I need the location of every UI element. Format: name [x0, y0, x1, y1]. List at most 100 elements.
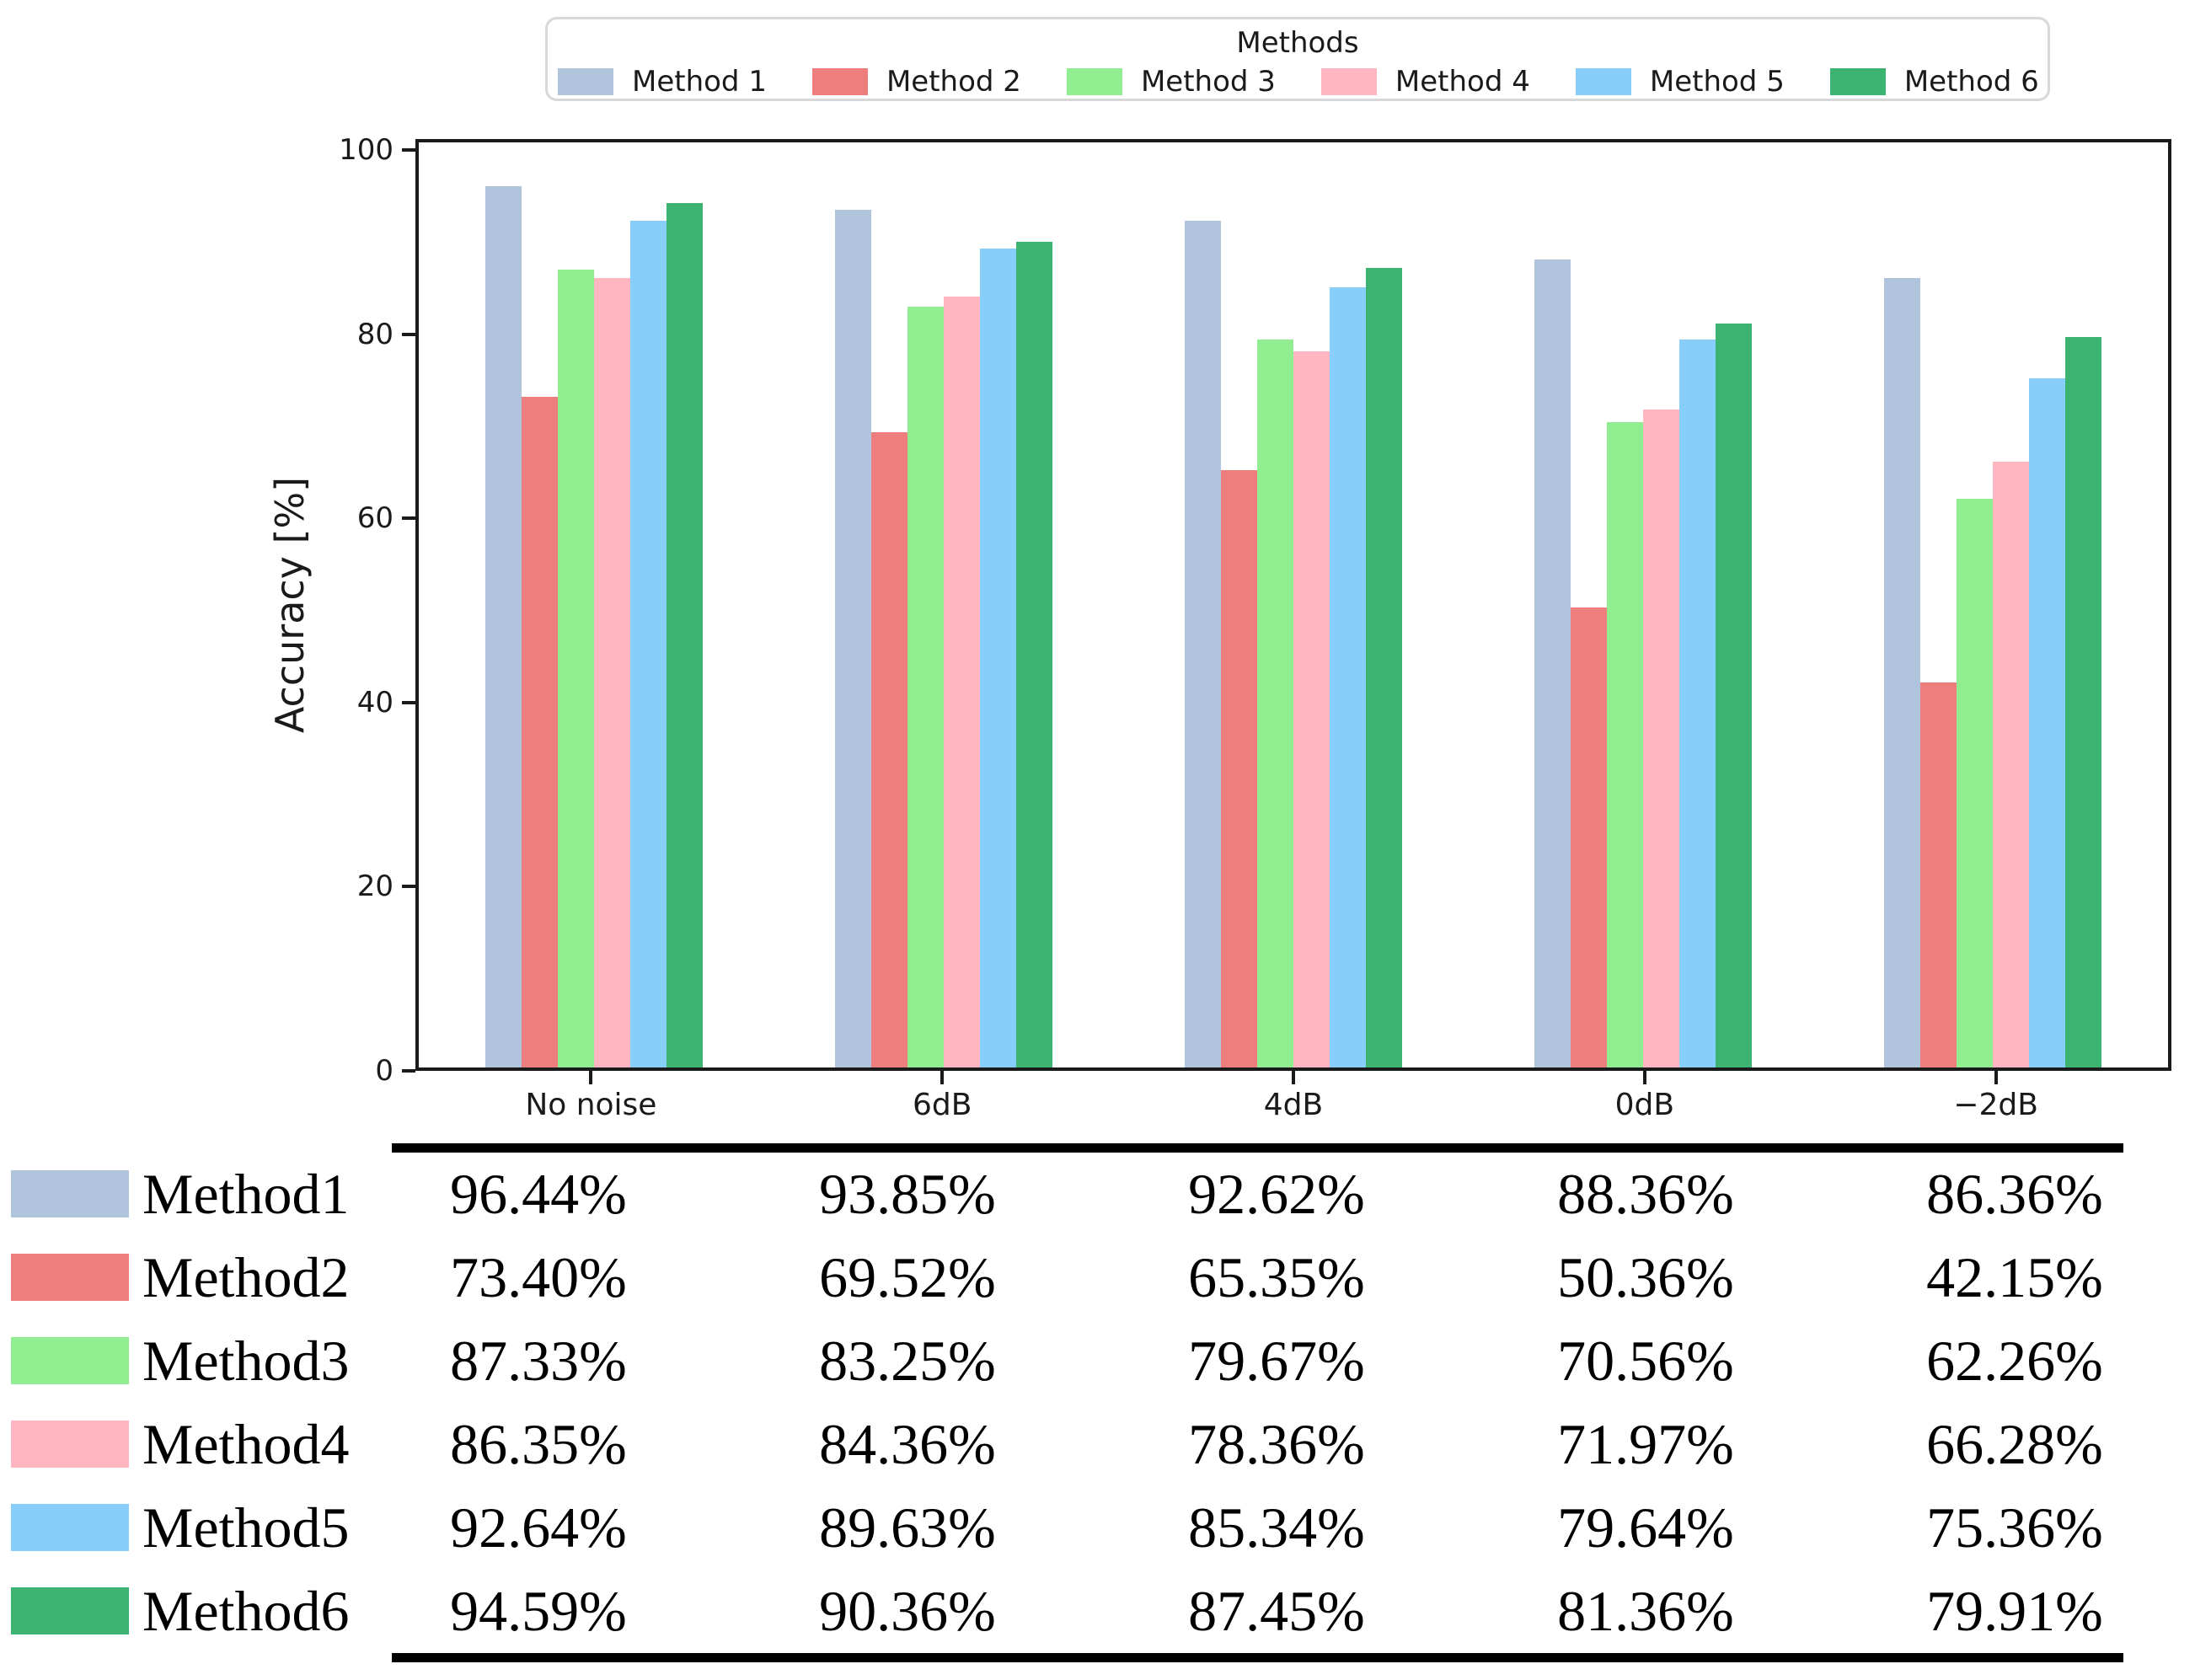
- legend-swatch: [811, 68, 868, 95]
- y-tick-label: 0: [375, 1054, 393, 1088]
- bar-group: [1818, 142, 2168, 1067]
- y-tick: [402, 332, 415, 336]
- row-values: 86.35% 84.36% 78.36% 71.97% 66.28%: [354, 1403, 2195, 1486]
- bar: [1330, 287, 1366, 1067]
- x-tick: [940, 1071, 945, 1084]
- legend-item: Method 5: [1575, 65, 1785, 99]
- legend-item-label: Method 3: [1140, 65, 1276, 99]
- row-label: Method4: [142, 1412, 350, 1476]
- legend-swatch: [1066, 68, 1122, 95]
- bar-group: [419, 142, 768, 1067]
- cell-value: 89.63%: [819, 1495, 996, 1560]
- x-axis: No noise 6dB 4dB 0dB −2dB: [415, 1071, 2171, 1180]
- bar: [1534, 259, 1571, 1067]
- cell-value: 87.45%: [1188, 1579, 1365, 1643]
- y-tick-label: 80: [356, 317, 393, 351]
- plot-area: [415, 139, 2171, 1071]
- bar: [2029, 378, 2066, 1067]
- x-tick: [1292, 1071, 1295, 1084]
- legend-swatch: [1320, 68, 1377, 95]
- bar: [2065, 337, 2102, 1067]
- row-label: Method2: [142, 1245, 350, 1309]
- bar: [870, 431, 907, 1067]
- legend-swatch: [558, 68, 613, 95]
- row-label: Method1: [142, 1162, 350, 1226]
- cell-value: 66.28%: [1926, 1412, 2103, 1476]
- row-color-swatch: [11, 1504, 129, 1551]
- legend-swatch: [1829, 68, 1886, 95]
- cell-value: 79.67%: [1188, 1329, 1365, 1393]
- bar: [1185, 221, 1221, 1067]
- x-tick-label: −2dB: [1953, 1088, 2038, 1122]
- legend-swatch: [1575, 68, 1631, 95]
- x-tick-label: 0dB: [1614, 1088, 1675, 1122]
- row-label: Method6: [142, 1579, 350, 1643]
- bar-group: [768, 142, 1118, 1067]
- row-color-swatch: [11, 1254, 129, 1301]
- cell-value: 71.97%: [1557, 1412, 1734, 1476]
- cell-value: 86.36%: [1926, 1162, 2103, 1226]
- cell-value: 94.59%: [450, 1579, 627, 1643]
- y-tick: [402, 885, 415, 889]
- legend-item: Method 4: [1320, 65, 1530, 99]
- cell-value: 42.15%: [1926, 1245, 2103, 1309]
- cell-value: 65.35%: [1188, 1245, 1365, 1309]
- bar: [1293, 350, 1330, 1067]
- bar: [485, 185, 522, 1067]
- bar: [1920, 682, 1957, 1067]
- row-color-swatch: [11, 1587, 129, 1635]
- bar: [943, 296, 980, 1067]
- cell-value: 83.25%: [819, 1329, 996, 1393]
- bar: [1884, 278, 1921, 1067]
- cell-value: 79.91%: [1926, 1579, 2103, 1643]
- x-tick-label: 4dB: [1263, 1088, 1324, 1122]
- table-bottom-rule: [392, 1653, 2123, 1662]
- bar: [1957, 498, 1994, 1067]
- table-row: Method3 87.33% 83.25% 79.67% 70.56% 62.26%: [0, 1319, 2195, 1403]
- table-row: Method2 73.40% 69.52% 65.35% 50.36% 42.15%: [0, 1236, 2195, 1319]
- bar: [1643, 409, 1680, 1067]
- row-color-swatch: [11, 1337, 129, 1384]
- cell-value: 62.26%: [1926, 1329, 2103, 1393]
- bar: [521, 396, 558, 1067]
- bar: [557, 269, 594, 1067]
- legend-item-label: Method 6: [1903, 65, 2039, 99]
- table-row: Method1 96.44% 93.85% 92.62% 88.36% 86.36%: [0, 1153, 2195, 1236]
- bar: [1366, 268, 1402, 1067]
- y-tick: [402, 700, 415, 704]
- cell-value: 88.36%: [1557, 1162, 1734, 1226]
- cell-value: 78.36%: [1188, 1412, 1365, 1476]
- y-tick: [402, 148, 415, 152]
- bar: [834, 209, 871, 1067]
- cell-value: 70.56%: [1557, 1329, 1734, 1393]
- table-row: Method6 94.59% 90.36% 87.45% 81.36% 79.91%: [0, 1570, 2195, 1653]
- bar: [1607, 422, 1644, 1067]
- row-values: 92.64% 89.63% 85.34% 79.64% 75.36%: [354, 1486, 2195, 1570]
- row-color-swatch: [11, 1421, 129, 1468]
- table-top-rule: [392, 1143, 2123, 1153]
- table-row: Method4 86.35% 84.36% 78.36% 71.97% 66.28%: [0, 1403, 2195, 1486]
- y-tick: [402, 1069, 415, 1073]
- row-values: 73.40% 69.52% 65.35% 50.36% 42.15%: [354, 1236, 2195, 1319]
- bar-group: [1118, 142, 1468, 1067]
- x-tick-label: No noise: [525, 1088, 657, 1122]
- bar-group: [1469, 142, 1818, 1067]
- legend-item-label: Method 1: [632, 65, 767, 99]
- cell-value: 92.62%: [1188, 1162, 1365, 1226]
- cell-value: 84.36%: [819, 1412, 996, 1476]
- y-tick-marks: [402, 139, 415, 1073]
- cell-value: 86.35%: [450, 1412, 627, 1476]
- x-tick: [1994, 1071, 1998, 1084]
- cell-value: 73.40%: [450, 1245, 627, 1309]
- cell-value: 79.64%: [1557, 1495, 1734, 1560]
- cell-value: 81.36%: [1557, 1579, 1734, 1643]
- bar: [593, 278, 630, 1067]
- bar: [1257, 339, 1293, 1067]
- cell-value: 85.34%: [1188, 1495, 1365, 1560]
- bar: [1679, 339, 1716, 1067]
- legend-item: Method 3: [1066, 65, 1276, 99]
- bar: [1015, 241, 1052, 1067]
- row-values: 87.33% 83.25% 79.67% 70.56% 62.26%: [354, 1319, 2195, 1403]
- legend-item: Method 1: [558, 65, 767, 99]
